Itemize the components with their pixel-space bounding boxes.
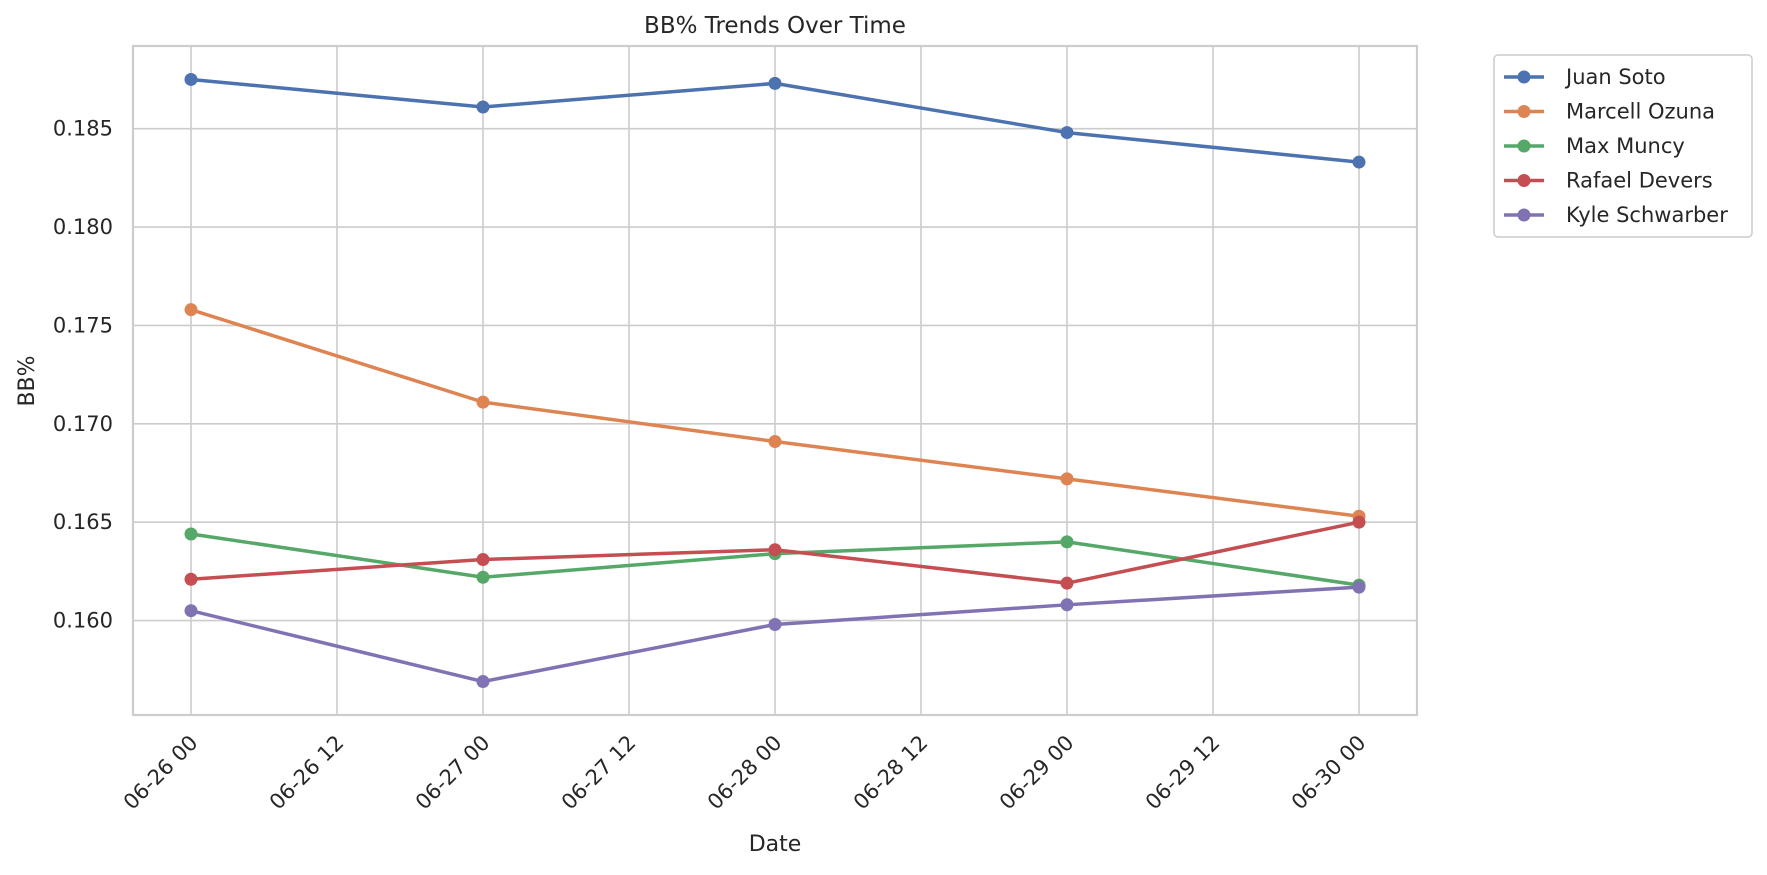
series-rafael-devers [184,515,1366,590]
x-tick-label: 06-30 00 [1287,731,1371,815]
x-tick-label: 06-28 00 [703,731,787,815]
legend-swatch-marker [1517,139,1531,153]
x-tick-label: 06-28 12 [849,731,933,815]
legend-swatch-marker [1517,70,1531,84]
x-tick-label: 06-26 00 [119,731,203,815]
legend-label: Max Muncy [1566,134,1685,158]
legend-label: Juan Soto [1564,65,1666,89]
legend-item-juan-soto[interactable]: Juan Soto [1504,65,1666,89]
legend-item-rafael-devers[interactable]: Rafael Devers [1504,169,1713,193]
grid-lines [133,46,1417,715]
data-point-max-muncy[interactable] [476,570,490,584]
data-point-marcell-ozuna[interactable] [1060,472,1074,486]
data-point-juan-soto[interactable] [1060,126,1074,140]
legend-item-max-muncy[interactable]: Max Muncy [1504,134,1685,158]
x-tick-label: 06-26 12 [265,731,349,815]
legend-swatch-marker [1517,208,1531,222]
x-axis-label: Date [749,832,802,857]
data-point-juan-soto[interactable] [768,76,782,90]
data-point-rafael-devers[interactable] [1060,576,1074,590]
y-tick-label: 0.185 [53,117,113,141]
series-kyle-schwarber [184,580,1366,689]
plot-area-frame [131,44,1419,717]
data-point-kyle-schwarber[interactable] [476,675,490,689]
y-tick-label: 0.160 [53,609,113,633]
data-point-rafael-devers[interactable] [1352,515,1366,529]
legend-swatch-marker [1517,105,1531,118]
data-point-kyle-schwarber[interactable] [768,617,782,631]
x-tick-label: 06-27 12 [557,731,641,815]
data-point-rafael-devers[interactable] [184,572,198,586]
legend-label: Rafael Devers [1566,169,1713,193]
legend-box [1493,54,1753,238]
data-point-marcell-ozuna[interactable] [184,303,198,317]
series-lines [184,72,1366,689]
x-tick-label: 06-29 00 [995,731,1079,815]
y-axis-label: BB% [15,355,40,406]
data-point-juan-soto[interactable] [184,72,198,86]
data-point-marcell-ozuna[interactable] [476,395,490,409]
legend[interactable]: Juan Soto Marcell Ozuna Max Muncy Rafael De… [1493,54,1753,238]
series-juan-soto [184,72,1366,169]
data-point-marcell-ozuna[interactable] [768,434,782,448]
data-point-juan-soto[interactable] [1352,155,1366,169]
y-tick-label: 0.175 [53,313,113,337]
x-axis-ticks: 06-26 00 06-26 12 06-27 00 06-27 12 06-28 00… [119,731,1371,815]
y-tick-label: 0.180 [53,215,113,239]
y-tick-label: 0.170 [53,412,113,436]
legend-label: Marcell Ozuna [1566,100,1715,124]
legend-item-marcell-ozuna[interactable]: Marcell Ozuna [1504,100,1715,124]
data-point-rafael-devers[interactable] [768,543,782,557]
data-point-juan-soto[interactable] [476,100,490,114]
data-point-rafael-devers[interactable] [476,553,490,567]
y-axis-ticks: 0.160 0.165 0.170 0.175 0.180 0.185 [53,117,113,633]
data-point-kyle-schwarber[interactable] [1352,580,1366,594]
legend-item-kyle-schwarber[interactable]: Kyle Schwarber [1504,203,1728,227]
data-point-kyle-schwarber[interactable] [1060,598,1074,612]
data-point-kyle-schwarber[interactable] [184,604,198,618]
data-point-max-muncy[interactable] [1060,535,1074,549]
legend-label: Kyle Schwarber [1566,203,1728,227]
x-tick-label: 06-27 00 [411,731,495,815]
chart-title: BB% Trends Over Time [644,13,906,39]
legend-swatch-marker [1517,174,1531,187]
data-point-max-muncy[interactable] [184,527,198,541]
x-tick-label: 06-29 12 [1141,731,1225,815]
y-tick-label: 0.165 [53,510,113,534]
